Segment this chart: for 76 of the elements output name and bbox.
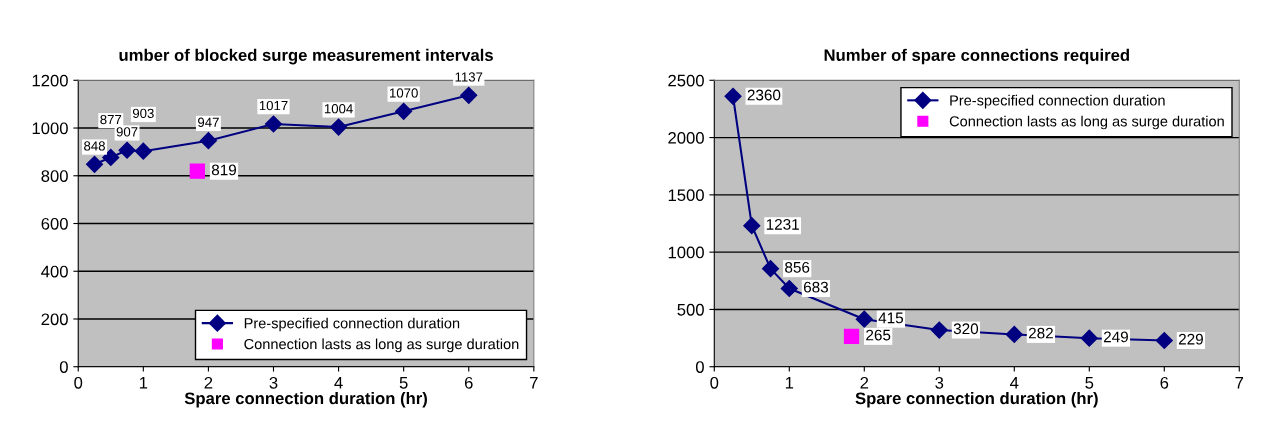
- data-label: 1231: [766, 218, 799, 230]
- data-label: 1017: [259, 100, 288, 111]
- data-label: 229: [1178, 333, 1203, 345]
- x-tick-label: 3: [935, 376, 944, 389]
- x-tick-label: 4: [334, 377, 343, 389]
- y-tick-label: 0: [59, 361, 68, 373]
- x-tick-label: 0: [710, 376, 719, 389]
- point: [189, 163, 205, 179]
- x-tick-label: 7: [530, 377, 538, 389]
- data-label: 1004: [324, 104, 353, 114]
- x-tick-label: 1: [785, 377, 794, 389]
- point: [743, 217, 761, 235]
- x-tick-label: 2: [860, 376, 869, 389]
- point: [199, 132, 217, 150]
- data-label: 819: [211, 164, 236, 176]
- x-tick-label: 6: [464, 376, 473, 389]
- point: [264, 115, 283, 133]
- data-label: 1070: [389, 88, 418, 98]
- data-label: 947: [198, 117, 219, 127]
- point: [460, 86, 478, 104]
- point: [85, 155, 104, 173]
- point: [761, 260, 780, 278]
- point: [1080, 329, 1098, 347]
- x-tick-label: 5: [399, 377, 408, 389]
- data-label: 2360: [747, 89, 781, 101]
- data-label: 903: [132, 108, 154, 119]
- x-tick-label: 1: [139, 377, 148, 389]
- data-label: 848: [84, 141, 105, 151]
- x-axis-title: Spare connection duration (hr): [855, 391, 1098, 408]
- x-tick-label: 2: [204, 376, 213, 389]
- y-tick-label: 400: [41, 265, 68, 278]
- y-tick-label: 200: [41, 313, 68, 326]
- y-tick-label: 600: [41, 217, 68, 230]
- x-tick-label: 5: [1085, 377, 1094, 389]
- point: [134, 142, 152, 160]
- y-tick-label: 1000: [668, 246, 704, 259]
- y-tick-label: 1000: [32, 122, 68, 135]
- data-label: 877: [100, 114, 122, 125]
- data-label: 683: [803, 281, 828, 293]
- point: [1155, 331, 1173, 350]
- x-tick-label: 7: [1235, 377, 1244, 389]
- x-tick-label: 0: [74, 376, 83, 389]
- x-tick-label: 3: [269, 376, 278, 389]
- data-label: 907: [116, 127, 138, 137]
- chart-title: umber of blocked surge measurement intervals: [119, 48, 493, 65]
- x-axis-title: Spare connection duration (hr): [184, 391, 427, 408]
- y-tick-label: 500: [677, 303, 704, 316]
- point: [118, 141, 136, 159]
- point: [780, 279, 798, 298]
- data-label: 415: [878, 312, 904, 324]
- y-tick-label: 1200: [32, 74, 68, 87]
- data-label: 282: [1028, 327, 1053, 339]
- point: [395, 102, 413, 120]
- point: [1005, 325, 1023, 343]
- x-tick-label: 6: [1160, 376, 1169, 389]
- y-tick-label: 2000: [668, 131, 704, 144]
- y-tick-label: 0: [695, 361, 704, 373]
- point: [930, 321, 948, 339]
- data-label: 856: [785, 261, 810, 273]
- legend-label: Pre-specified connection duration: [950, 94, 1165, 109]
- data-label: 265: [866, 329, 891, 341]
- y-tick-label: 1500: [668, 189, 704, 202]
- point: [330, 118, 348, 136]
- point: [724, 87, 742, 105]
- legend-label: Connection lasts as long as surge duration: [949, 115, 1224, 130]
- y-tick-label: 2500: [668, 74, 704, 87]
- y-tick-label: 800: [41, 170, 68, 182]
- data-label: 249: [1103, 331, 1128, 343]
- legend-label: Pre-specified connection duration: [244, 317, 460, 332]
- data-label: 1137: [455, 72, 483, 82]
- data-label: 320: [953, 323, 979, 335]
- point: [855, 310, 873, 328]
- legend-label: Connection lasts as long as surge duration: [244, 338, 519, 353]
- x-tick-label: 4: [1010, 377, 1019, 389]
- chart-title: Number of spare connections required: [824, 48, 1129, 65]
- point: [843, 328, 860, 345]
